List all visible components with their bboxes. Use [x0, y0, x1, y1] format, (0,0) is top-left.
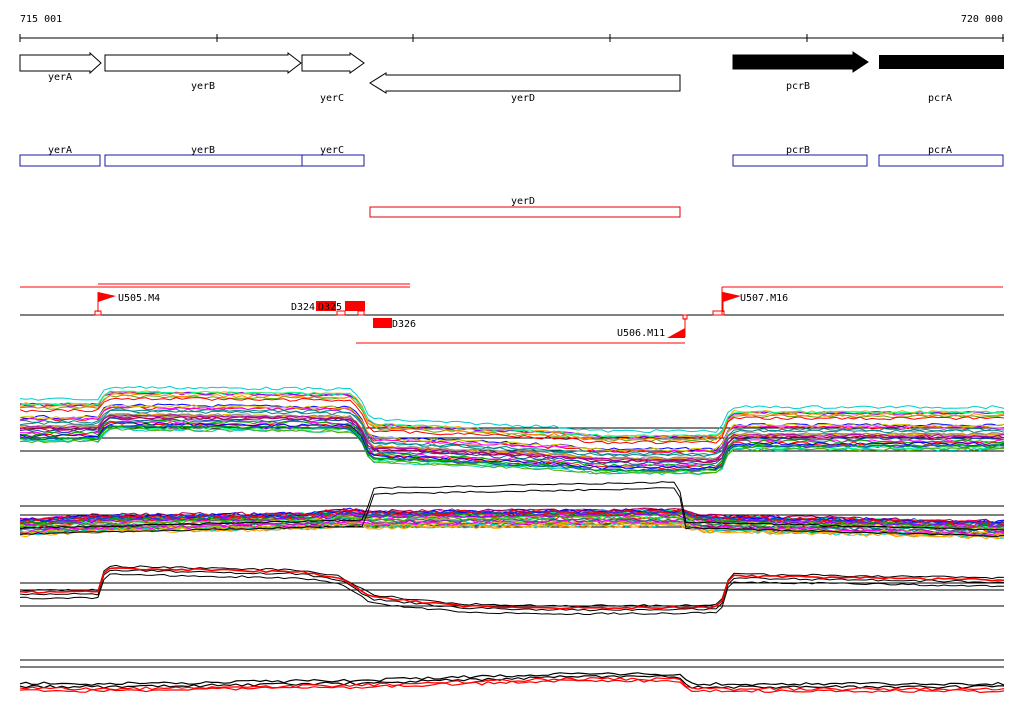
expression-panel-4	[19, 659, 1005, 694]
gene-arrow-pcrA[interactable]	[879, 55, 1004, 69]
feature-label-yerC: yerC	[320, 145, 344, 156]
signal-trace	[19, 422, 1005, 470]
feature-label-pcrA: pcrA	[928, 145, 952, 156]
signal-trace	[19, 404, 1005, 452]
marker-label-D326: D326	[392, 319, 416, 330]
marker-anchor	[336, 310, 346, 316]
gene-label-yerB: yerB	[191, 81, 215, 92]
ruler-start-label: 715 001	[20, 14, 62, 25]
gene-arrow-yerD[interactable]	[369, 72, 681, 94]
signal-trace	[19, 393, 1005, 441]
gene-arrow-yerA[interactable]	[19, 51, 102, 75]
feature-label-yerB: yerB	[191, 145, 215, 156]
signal-trace	[19, 419, 1005, 468]
feature-label-yerD: yerD	[511, 196, 535, 207]
gene-label-yerA: yerA	[48, 72, 72, 83]
flag-icon[interactable]	[723, 292, 741, 302]
signal-trace	[19, 397, 1005, 445]
forward-feature-track: yerA yerB yerC pcrB pcrA	[19, 145, 1004, 167]
expression-panel-2	[19, 481, 1005, 540]
ruler-end-label: 720 000	[961, 14, 1003, 25]
feature-box-pcrB[interactable]	[732, 154, 868, 167]
signal-trace	[19, 419, 1005, 467]
signal-trace	[19, 427, 1005, 475]
marker-label-U507.M16: U507.M16	[740, 293, 788, 304]
signal-trace	[19, 417, 1005, 465]
signal-trace	[19, 569, 1005, 612]
signal-trace	[19, 573, 1005, 616]
signal-trace	[19, 674, 1004, 690]
feature-label-yerA: yerA	[48, 145, 72, 156]
gene-label-yerC: yerC	[320, 93, 344, 104]
feature-box-pcrA[interactable]	[878, 154, 1004, 167]
feature-box-yerB[interactable]	[104, 154, 303, 167]
signal-trace	[19, 487, 1005, 537]
marker-anchor	[94, 310, 102, 316]
marker-anchor	[357, 310, 365, 316]
flag-icon[interactable]	[667, 328, 685, 338]
marker-label-D324: D324	[291, 302, 315, 313]
expression-panel-3	[19, 564, 1005, 616]
signal-trace	[19, 509, 1005, 526]
signal-trace	[19, 672, 1005, 687]
marker-block-D324[interactable]	[316, 301, 336, 311]
signal-trace	[19, 567, 1005, 610]
gene-arrow-track: yerA yerB yerC yerD pcrB pcrA	[19, 51, 1004, 104]
signal-trace	[19, 413, 1005, 461]
marker-track: U505.M4 U507.M16 D324 D325 D326 U506.M11	[20, 283, 1004, 344]
gene-arrow-yerC[interactable]	[301, 52, 365, 74]
signal-trace	[19, 405, 1005, 453]
signal-trace	[19, 564, 1005, 608]
marker-block-D325[interactable]	[345, 301, 365, 311]
signal-trace	[19, 481, 1005, 531]
signal-trace	[19, 515, 1005, 531]
feature-label-pcrB: pcrB	[786, 145, 810, 156]
marker-label-D325: D325	[318, 302, 342, 313]
feature-box-yerA[interactable]	[19, 154, 101, 167]
signal-trace	[19, 678, 1005, 694]
marker-block-D326[interactable]	[373, 318, 392, 328]
signal-trace	[19, 391, 1005, 439]
signal-trace	[19, 511, 1005, 528]
signal-trace	[19, 390, 1005, 439]
gene-label-pcrA: pcrA	[928, 93, 952, 104]
signal-trace	[19, 385, 1005, 434]
signal-trace	[19, 424, 1005, 472]
signal-trace	[19, 507, 1005, 524]
signal-trace	[19, 512, 1005, 529]
gene-arrow-pcrB[interactable]	[732, 51, 869, 73]
signal-trace	[19, 519, 1005, 536]
reverse-feature-track: yerD	[369, 196, 681, 218]
marker-label-U505.M4: U505.M4	[118, 293, 160, 304]
gene-label-yerD: yerD	[511, 93, 535, 104]
marker-anchor	[712, 310, 725, 316]
flag-icon[interactable]	[98, 292, 116, 302]
feature-box-yerC[interactable]	[301, 154, 365, 167]
signal-trace	[19, 409, 1005, 457]
expression-panel-1	[19, 385, 1005, 476]
gene-arrow-yerB[interactable]	[104, 51, 302, 75]
gene-label-pcrB: pcrB	[786, 81, 810, 92]
marker-label-U506.M11: U506.M11	[617, 328, 665, 339]
signal-trace	[19, 414, 1005, 462]
marker-anchor	[682, 314, 688, 320]
position-ruler: 715 001 720 000	[19, 14, 1004, 42]
feature-box-yerD[interactable]	[369, 206, 681, 218]
